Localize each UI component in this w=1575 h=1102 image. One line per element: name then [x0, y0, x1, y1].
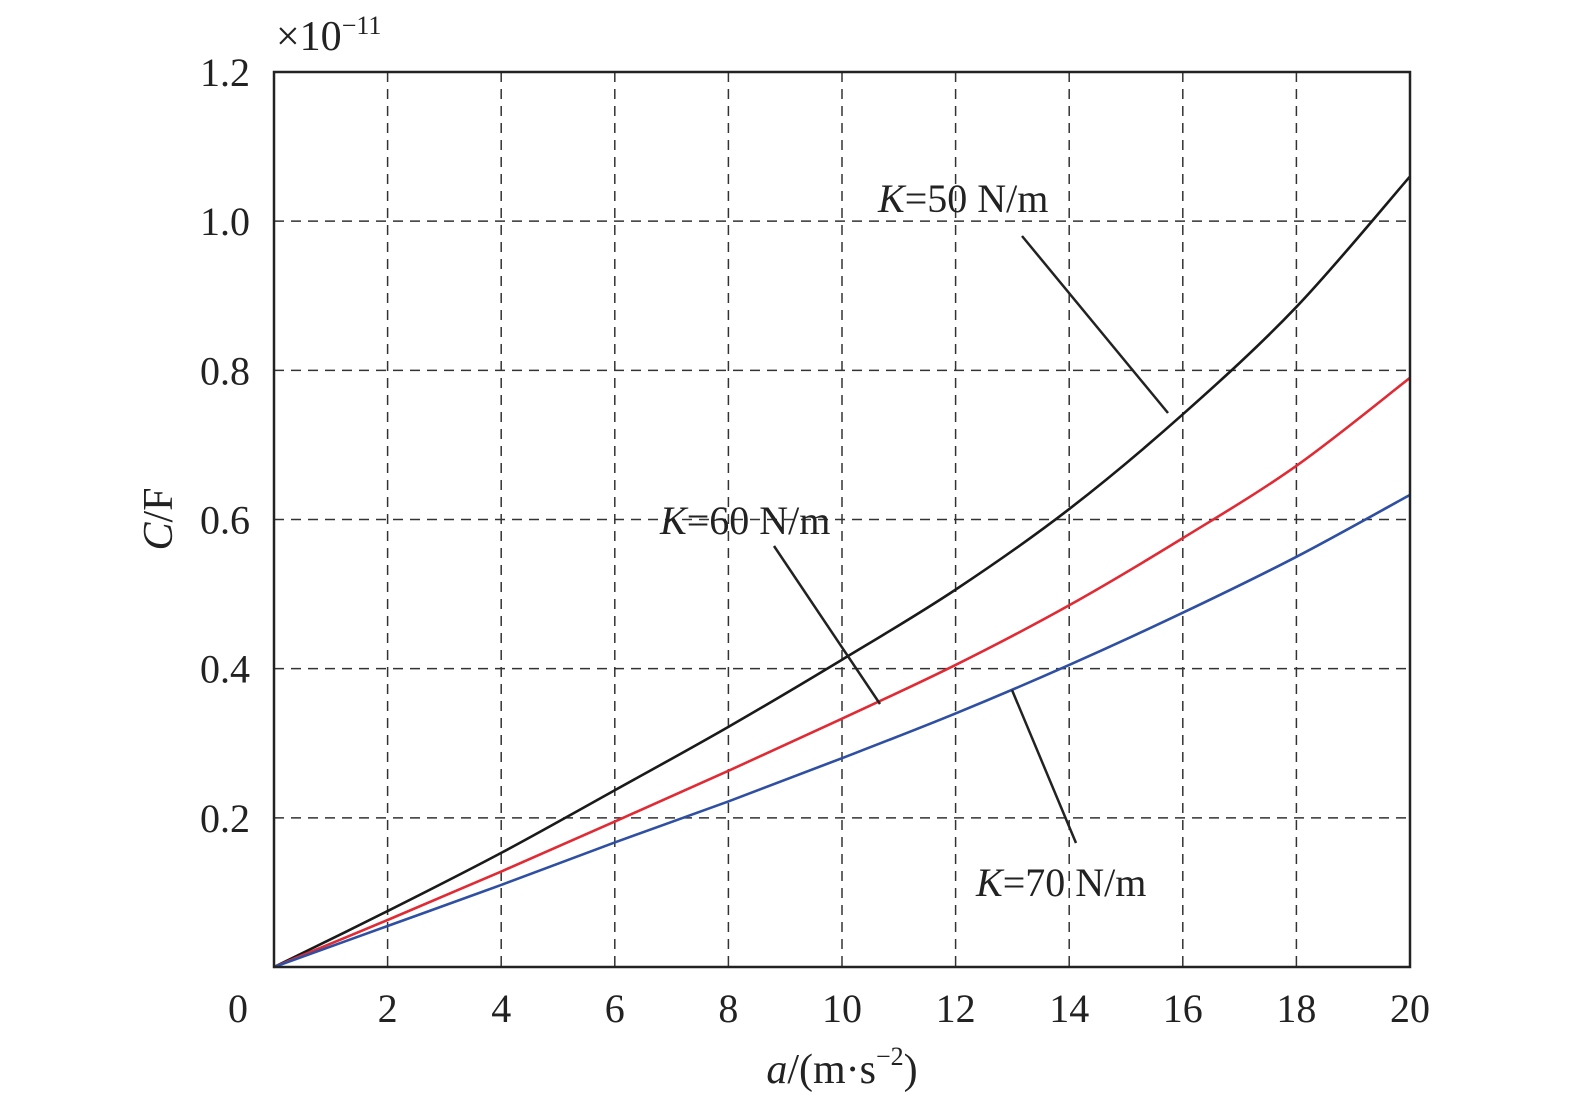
x-tick-label: 14 — [1049, 986, 1089, 1031]
y-tick-label: 0.8 — [200, 348, 250, 393]
series-label-k50: K=50 N/m — [877, 176, 1048, 221]
x-axis-title: a/(m·s−2) — [766, 1042, 917, 1093]
x-tick-label: 0 — [228, 986, 248, 1031]
plot-frame — [272, 70, 1412, 969]
x-tick-labels: 0 2 4 6 8 10 12 14 16 18 20 — [228, 986, 1430, 1031]
x-tick-label: 2 — [378, 986, 398, 1031]
series-line-k60 — [273, 376, 1411, 969]
x-tick-label: 4 — [491, 986, 511, 1031]
y-tick-label: 0.6 — [200, 498, 250, 543]
x-tick-label: 10 — [822, 986, 862, 1031]
leader-line-k50 — [1021, 235, 1169, 414]
x-tick-label: 8 — [718, 986, 738, 1031]
series-line-k70 — [273, 493, 1411, 969]
y-tick-labels: 0.2 0.4 0.6 0.8 1.0 1.2 — [200, 50, 250, 841]
x-tick-label: 18 — [1276, 986, 1316, 1031]
series-label-k70: K=70 N/m — [975, 860, 1146, 905]
y-tick-label: 1.2 — [200, 50, 250, 95]
x-tick-label: 12 — [936, 986, 976, 1031]
y-tick-label: 0.2 — [200, 796, 250, 841]
series-line-k50 — [273, 175, 1411, 969]
y-tick-label: 0.4 — [200, 647, 250, 692]
y-tick-label: 1.0 — [200, 199, 250, 244]
leader-line-k70 — [1010, 689, 1078, 844]
y-axis-title: C/F — [136, 487, 182, 550]
annotation-leaders — [772, 235, 1169, 844]
series-lines — [273, 175, 1411, 969]
leader-line-k60 — [772, 545, 882, 705]
x-tick-label: 16 — [1163, 986, 1203, 1031]
grid-lines — [274, 72, 1410, 967]
x-tick-label: 6 — [605, 986, 625, 1031]
y-multiplier: ×10−11 — [276, 11, 381, 60]
x-tick-label: 20 — [1390, 986, 1430, 1031]
series-label-k60: K=60 N/m — [659, 498, 830, 543]
